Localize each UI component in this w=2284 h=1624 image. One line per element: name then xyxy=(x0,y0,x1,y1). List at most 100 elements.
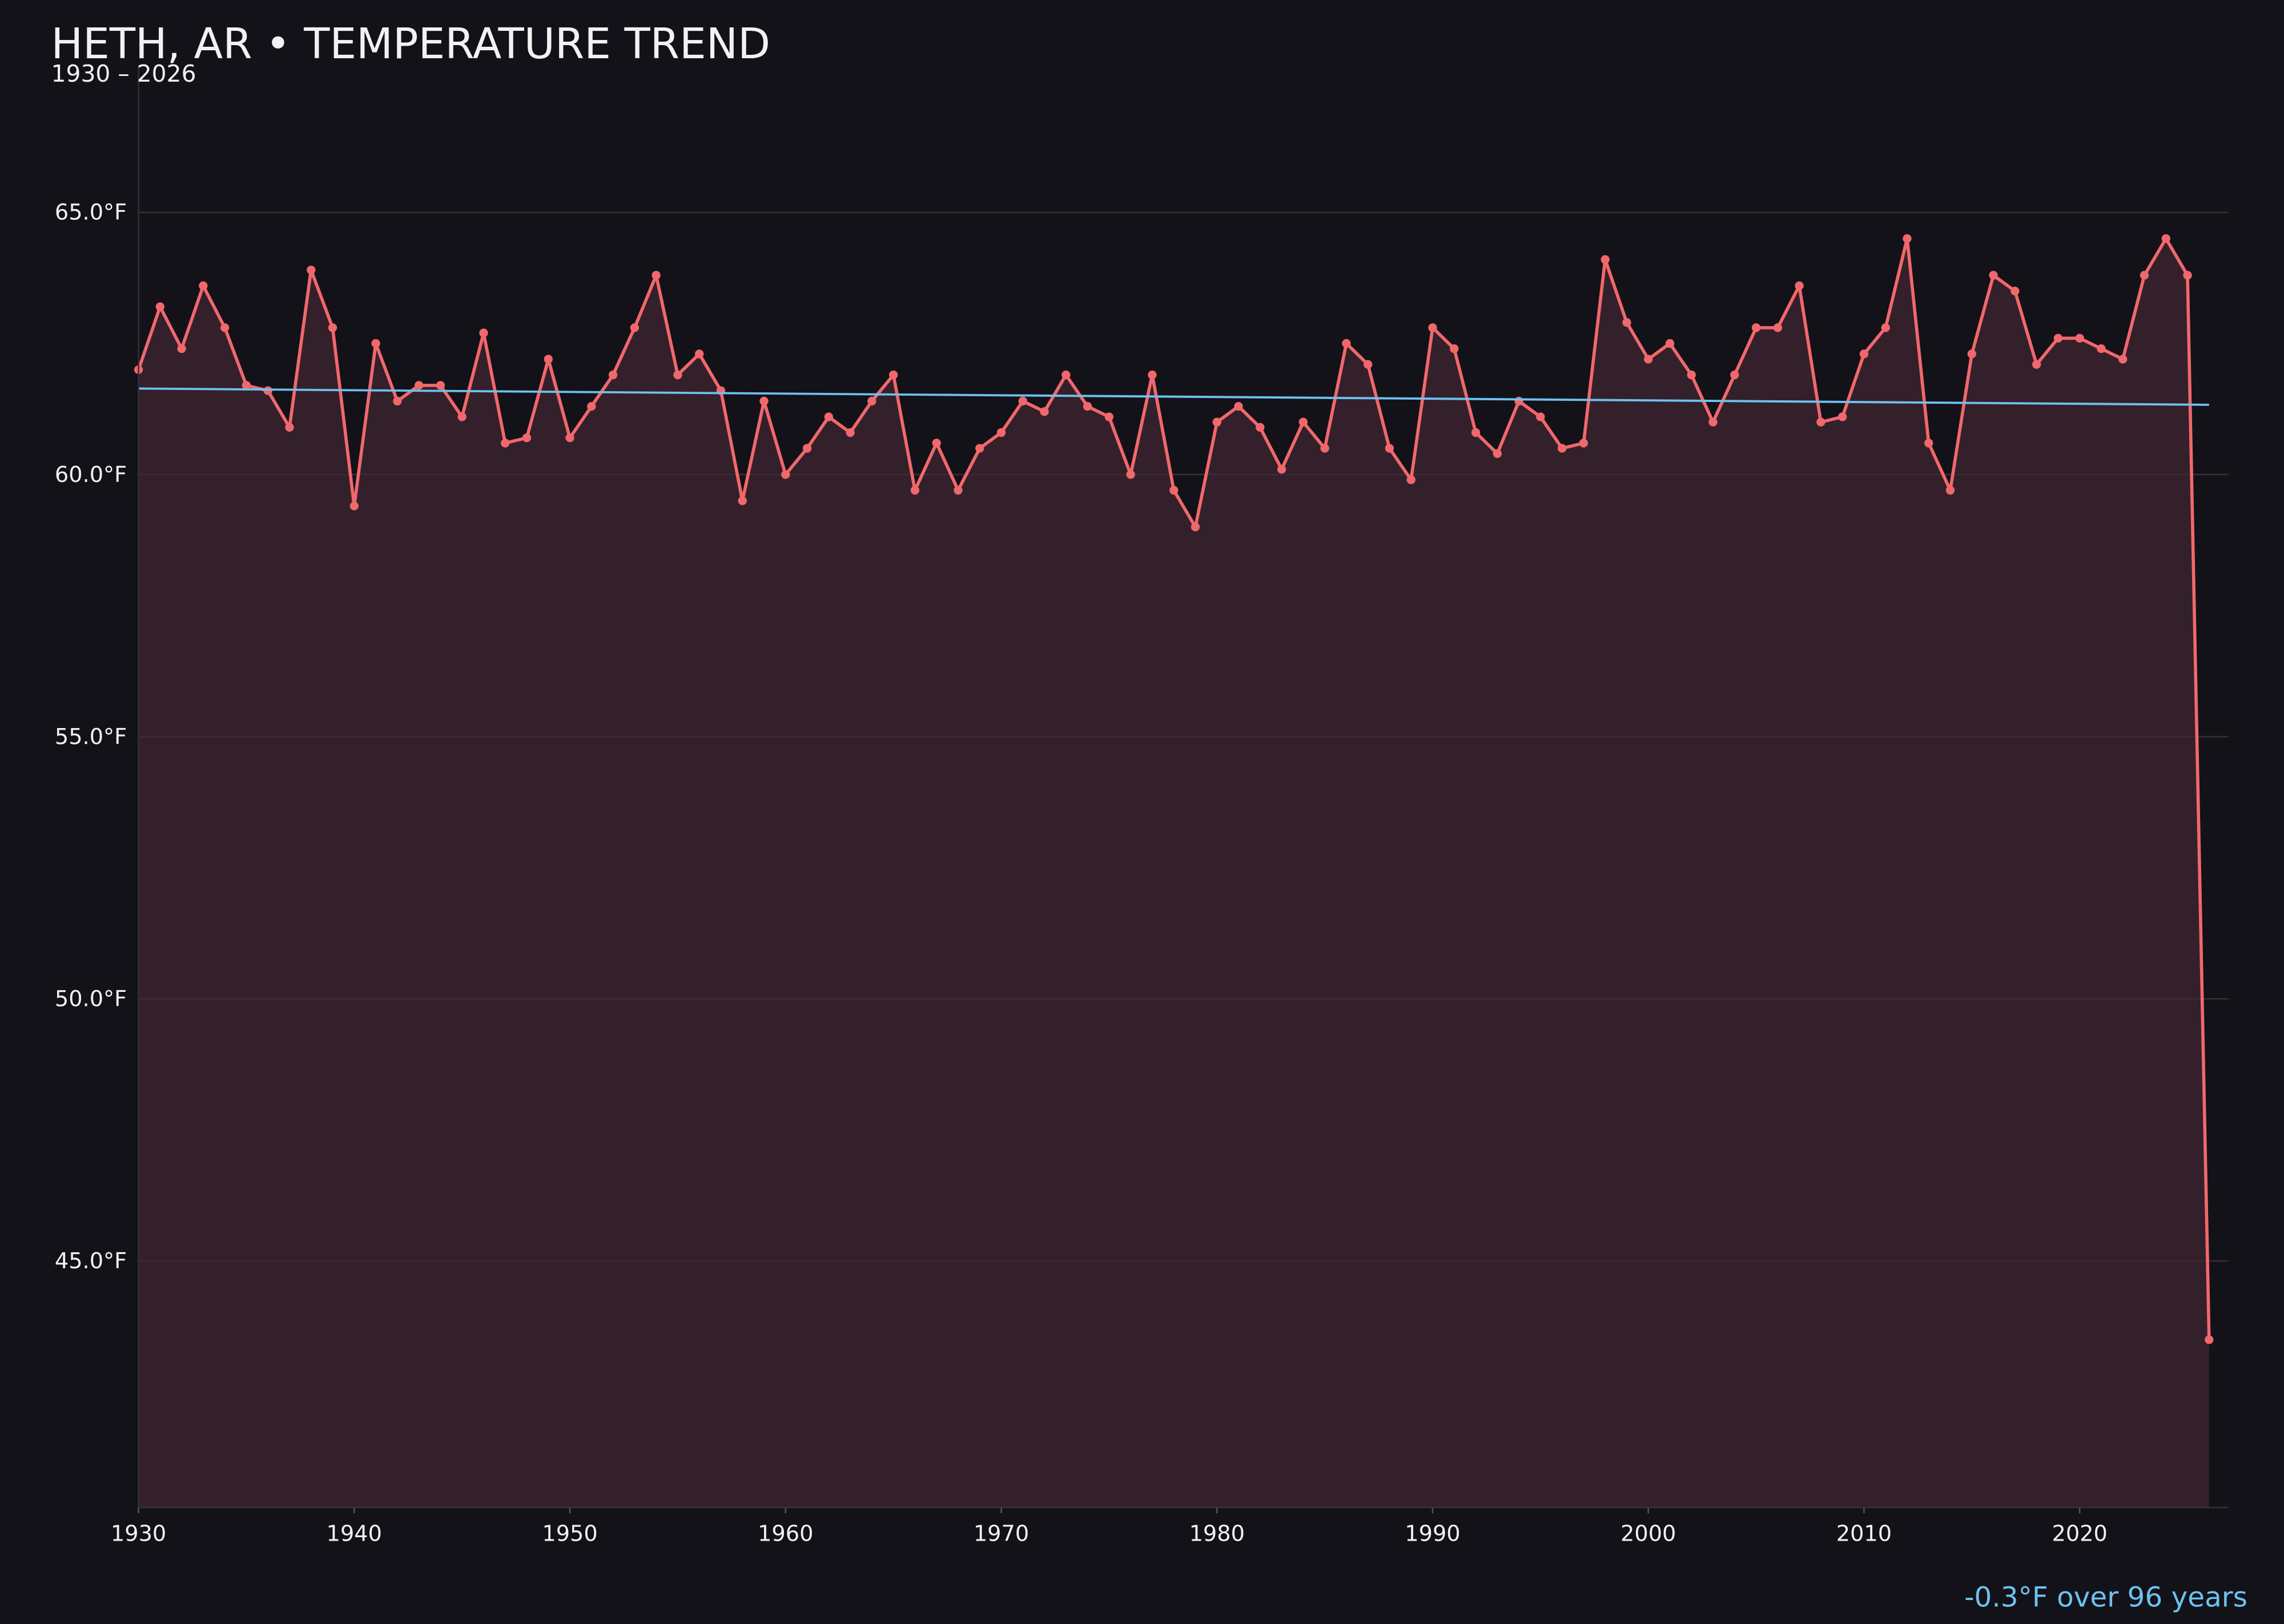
x-tick-label: 2010 xyxy=(1836,1521,1892,1547)
data-point xyxy=(1838,412,1847,421)
data-point xyxy=(199,281,208,291)
data-point xyxy=(457,412,467,421)
data-point xyxy=(824,412,833,421)
data-point xyxy=(371,339,380,348)
data-point xyxy=(565,433,574,443)
data-point xyxy=(1816,417,1825,427)
data-point xyxy=(177,344,186,353)
data-point xyxy=(608,370,618,380)
data-point xyxy=(1687,370,1696,380)
data-point xyxy=(2205,1335,2214,1344)
data-point xyxy=(1579,439,1589,448)
data-point xyxy=(1126,470,1135,479)
x-tick-label: 1960 xyxy=(758,1521,813,1547)
x-tick-label: 1950 xyxy=(542,1521,597,1547)
data-point xyxy=(1428,323,1437,332)
data-point xyxy=(1622,318,1631,327)
data-point xyxy=(2118,355,2128,364)
x-tick-label: 2000 xyxy=(1620,1521,1676,1547)
data-point xyxy=(1277,465,1286,474)
y-tick-label: 60.0°F xyxy=(55,462,127,488)
data-point xyxy=(1104,412,1114,421)
data-point xyxy=(954,485,963,495)
data-point xyxy=(1406,475,1416,484)
y-tick-label: 50.0°F xyxy=(55,986,127,1012)
data-point xyxy=(1256,423,1265,432)
data-point xyxy=(1730,370,1739,380)
data-point xyxy=(1234,401,1243,411)
x-tick-label: 2020 xyxy=(2052,1521,2107,1547)
x-tick-label: 1930 xyxy=(111,1521,166,1547)
data-point xyxy=(652,271,661,280)
x-tick-label: 1990 xyxy=(1405,1521,1460,1547)
data-point xyxy=(1601,255,1610,264)
data-point xyxy=(2097,344,2106,353)
data-point xyxy=(1450,344,1459,353)
data-point xyxy=(1644,355,1653,364)
data-point xyxy=(285,423,294,432)
data-point xyxy=(1061,370,1071,380)
data-point xyxy=(1364,360,1373,369)
data-point xyxy=(867,396,876,406)
data-point xyxy=(2161,234,2170,243)
data-point xyxy=(738,496,747,505)
chart-title: HETH, AR • TEMPERATURE TREND xyxy=(51,19,770,69)
trend-annotation: -0.3°F over 96 years xyxy=(1964,1581,2247,1613)
data-point xyxy=(846,428,855,437)
data-point xyxy=(307,266,316,275)
data-point xyxy=(2053,333,2063,343)
data-point xyxy=(349,501,359,510)
data-point xyxy=(1881,323,1890,332)
data-point xyxy=(1514,396,1523,406)
data-point xyxy=(436,381,445,390)
data-point xyxy=(975,444,984,453)
data-point xyxy=(1665,339,1675,348)
data-point xyxy=(220,323,230,332)
data-point xyxy=(393,396,402,406)
data-point xyxy=(2032,360,2041,369)
data-point xyxy=(1773,323,1782,332)
data-point xyxy=(1795,281,1804,291)
y-tick-label: 65.0°F xyxy=(55,200,127,226)
x-tick-label: 1940 xyxy=(327,1521,382,1547)
data-point xyxy=(1169,485,1179,495)
data-point xyxy=(522,433,532,443)
data-point xyxy=(587,401,596,411)
data-point xyxy=(932,439,941,448)
data-point xyxy=(888,370,898,380)
data-point xyxy=(1751,323,1761,332)
data-point xyxy=(501,439,510,448)
data-point xyxy=(1148,370,1157,380)
data-point xyxy=(242,381,251,390)
data-point xyxy=(1536,412,1545,421)
data-point xyxy=(1191,522,1200,532)
data-point xyxy=(414,381,424,390)
y-tick-label: 55.0°F xyxy=(55,724,127,750)
trend-line xyxy=(138,387,2209,406)
x-tick-label: 1980 xyxy=(1189,1521,1245,1547)
data-point xyxy=(781,470,790,479)
data-point xyxy=(155,302,165,311)
data-point xyxy=(630,323,640,332)
data-point xyxy=(1989,271,1998,280)
area xyxy=(138,238,2209,1508)
data-point xyxy=(996,428,1006,437)
x-tick-label: 1970 xyxy=(974,1521,1029,1547)
data-point xyxy=(2075,333,2084,343)
data-point xyxy=(1967,349,1976,359)
data-point xyxy=(1320,444,1329,453)
y-tick-label: 45.0°F xyxy=(55,1248,127,1274)
data-point xyxy=(1708,417,1718,427)
data-point xyxy=(2010,286,2020,296)
data-point xyxy=(1903,234,1912,243)
plot-area: 45.0°F 50.0°F 55.0°F 60.0°F 65.0°F 1930 1940 19… xyxy=(55,65,2229,1547)
data-point xyxy=(1493,449,1502,458)
data-point xyxy=(1342,339,1351,348)
data-point xyxy=(1083,401,1092,411)
data-point xyxy=(1557,444,1567,453)
data-point xyxy=(1040,407,1049,416)
data-point xyxy=(1471,428,1481,437)
data-point xyxy=(695,349,704,359)
